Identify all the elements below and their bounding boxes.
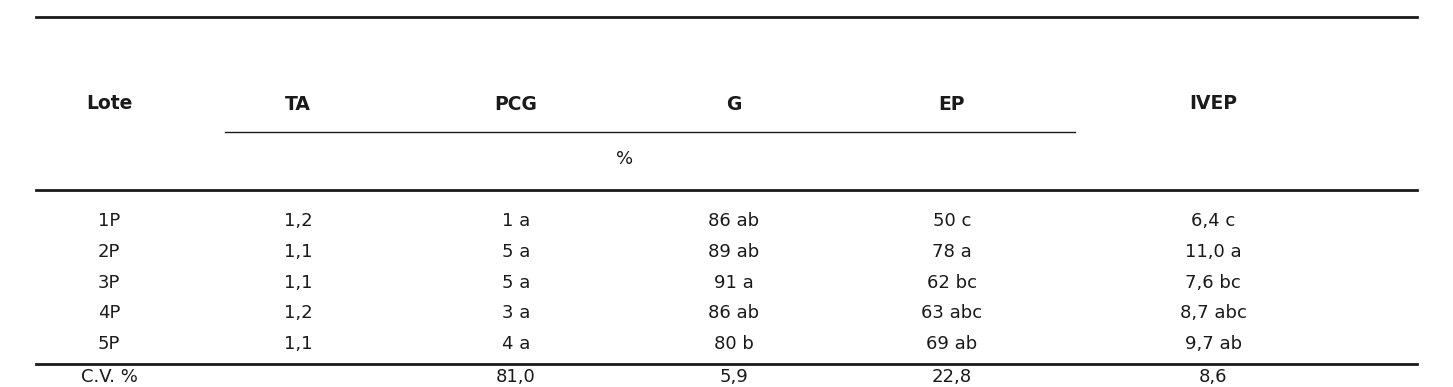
Text: EP: EP: [939, 95, 965, 114]
Text: 1,1: 1,1: [283, 243, 312, 260]
Text: G: G: [726, 95, 741, 114]
Text: 50 c: 50 c: [933, 212, 971, 229]
Text: 7,6 bc: 7,6 bc: [1186, 274, 1241, 291]
Text: 62 bc: 62 bc: [927, 274, 976, 291]
Text: 89 ab: 89 ab: [708, 243, 760, 260]
Text: 22,8: 22,8: [931, 368, 972, 386]
Text: Lote: Lote: [86, 94, 132, 113]
Text: 2P: 2P: [97, 243, 121, 260]
Text: C.V. %: C.V. %: [80, 368, 138, 386]
Text: TA: TA: [285, 95, 311, 114]
Text: 11,0 a: 11,0 a: [1186, 243, 1241, 260]
Text: 78 a: 78 a: [931, 243, 972, 260]
Text: IVEP: IVEP: [1189, 94, 1238, 113]
Text: 5P: 5P: [97, 336, 121, 353]
Text: PCG: PCG: [494, 95, 538, 114]
Text: 80 b: 80 b: [713, 336, 754, 353]
Text: 1 a: 1 a: [501, 212, 530, 229]
Text: 1,1: 1,1: [283, 274, 312, 291]
Text: %: %: [616, 150, 634, 168]
Text: 1P: 1P: [97, 212, 121, 229]
Text: 8,7 abc: 8,7 abc: [1180, 305, 1247, 322]
Text: 63 abc: 63 abc: [921, 305, 982, 322]
Text: 69 ab: 69 ab: [926, 336, 978, 353]
Text: 3 a: 3 a: [501, 305, 530, 322]
Text: 81,0: 81,0: [495, 368, 536, 386]
Text: 1,2: 1,2: [283, 212, 312, 229]
Text: 1,2: 1,2: [283, 305, 312, 322]
Text: 86 ab: 86 ab: [708, 212, 760, 229]
Text: 3P: 3P: [97, 274, 121, 291]
Text: 5,9: 5,9: [719, 368, 748, 386]
Text: 5 a: 5 a: [501, 243, 530, 260]
Text: 8,6: 8,6: [1199, 368, 1228, 386]
Text: 5 a: 5 a: [501, 274, 530, 291]
Text: 86 ab: 86 ab: [708, 305, 760, 322]
Text: 9,7 ab: 9,7 ab: [1184, 336, 1242, 353]
Text: 4 a: 4 a: [501, 336, 530, 353]
Text: 6,4 c: 6,4 c: [1191, 212, 1235, 229]
Text: 91 a: 91 a: [713, 274, 754, 291]
Text: 4P: 4P: [97, 305, 121, 322]
Text: 1,1: 1,1: [283, 336, 312, 353]
